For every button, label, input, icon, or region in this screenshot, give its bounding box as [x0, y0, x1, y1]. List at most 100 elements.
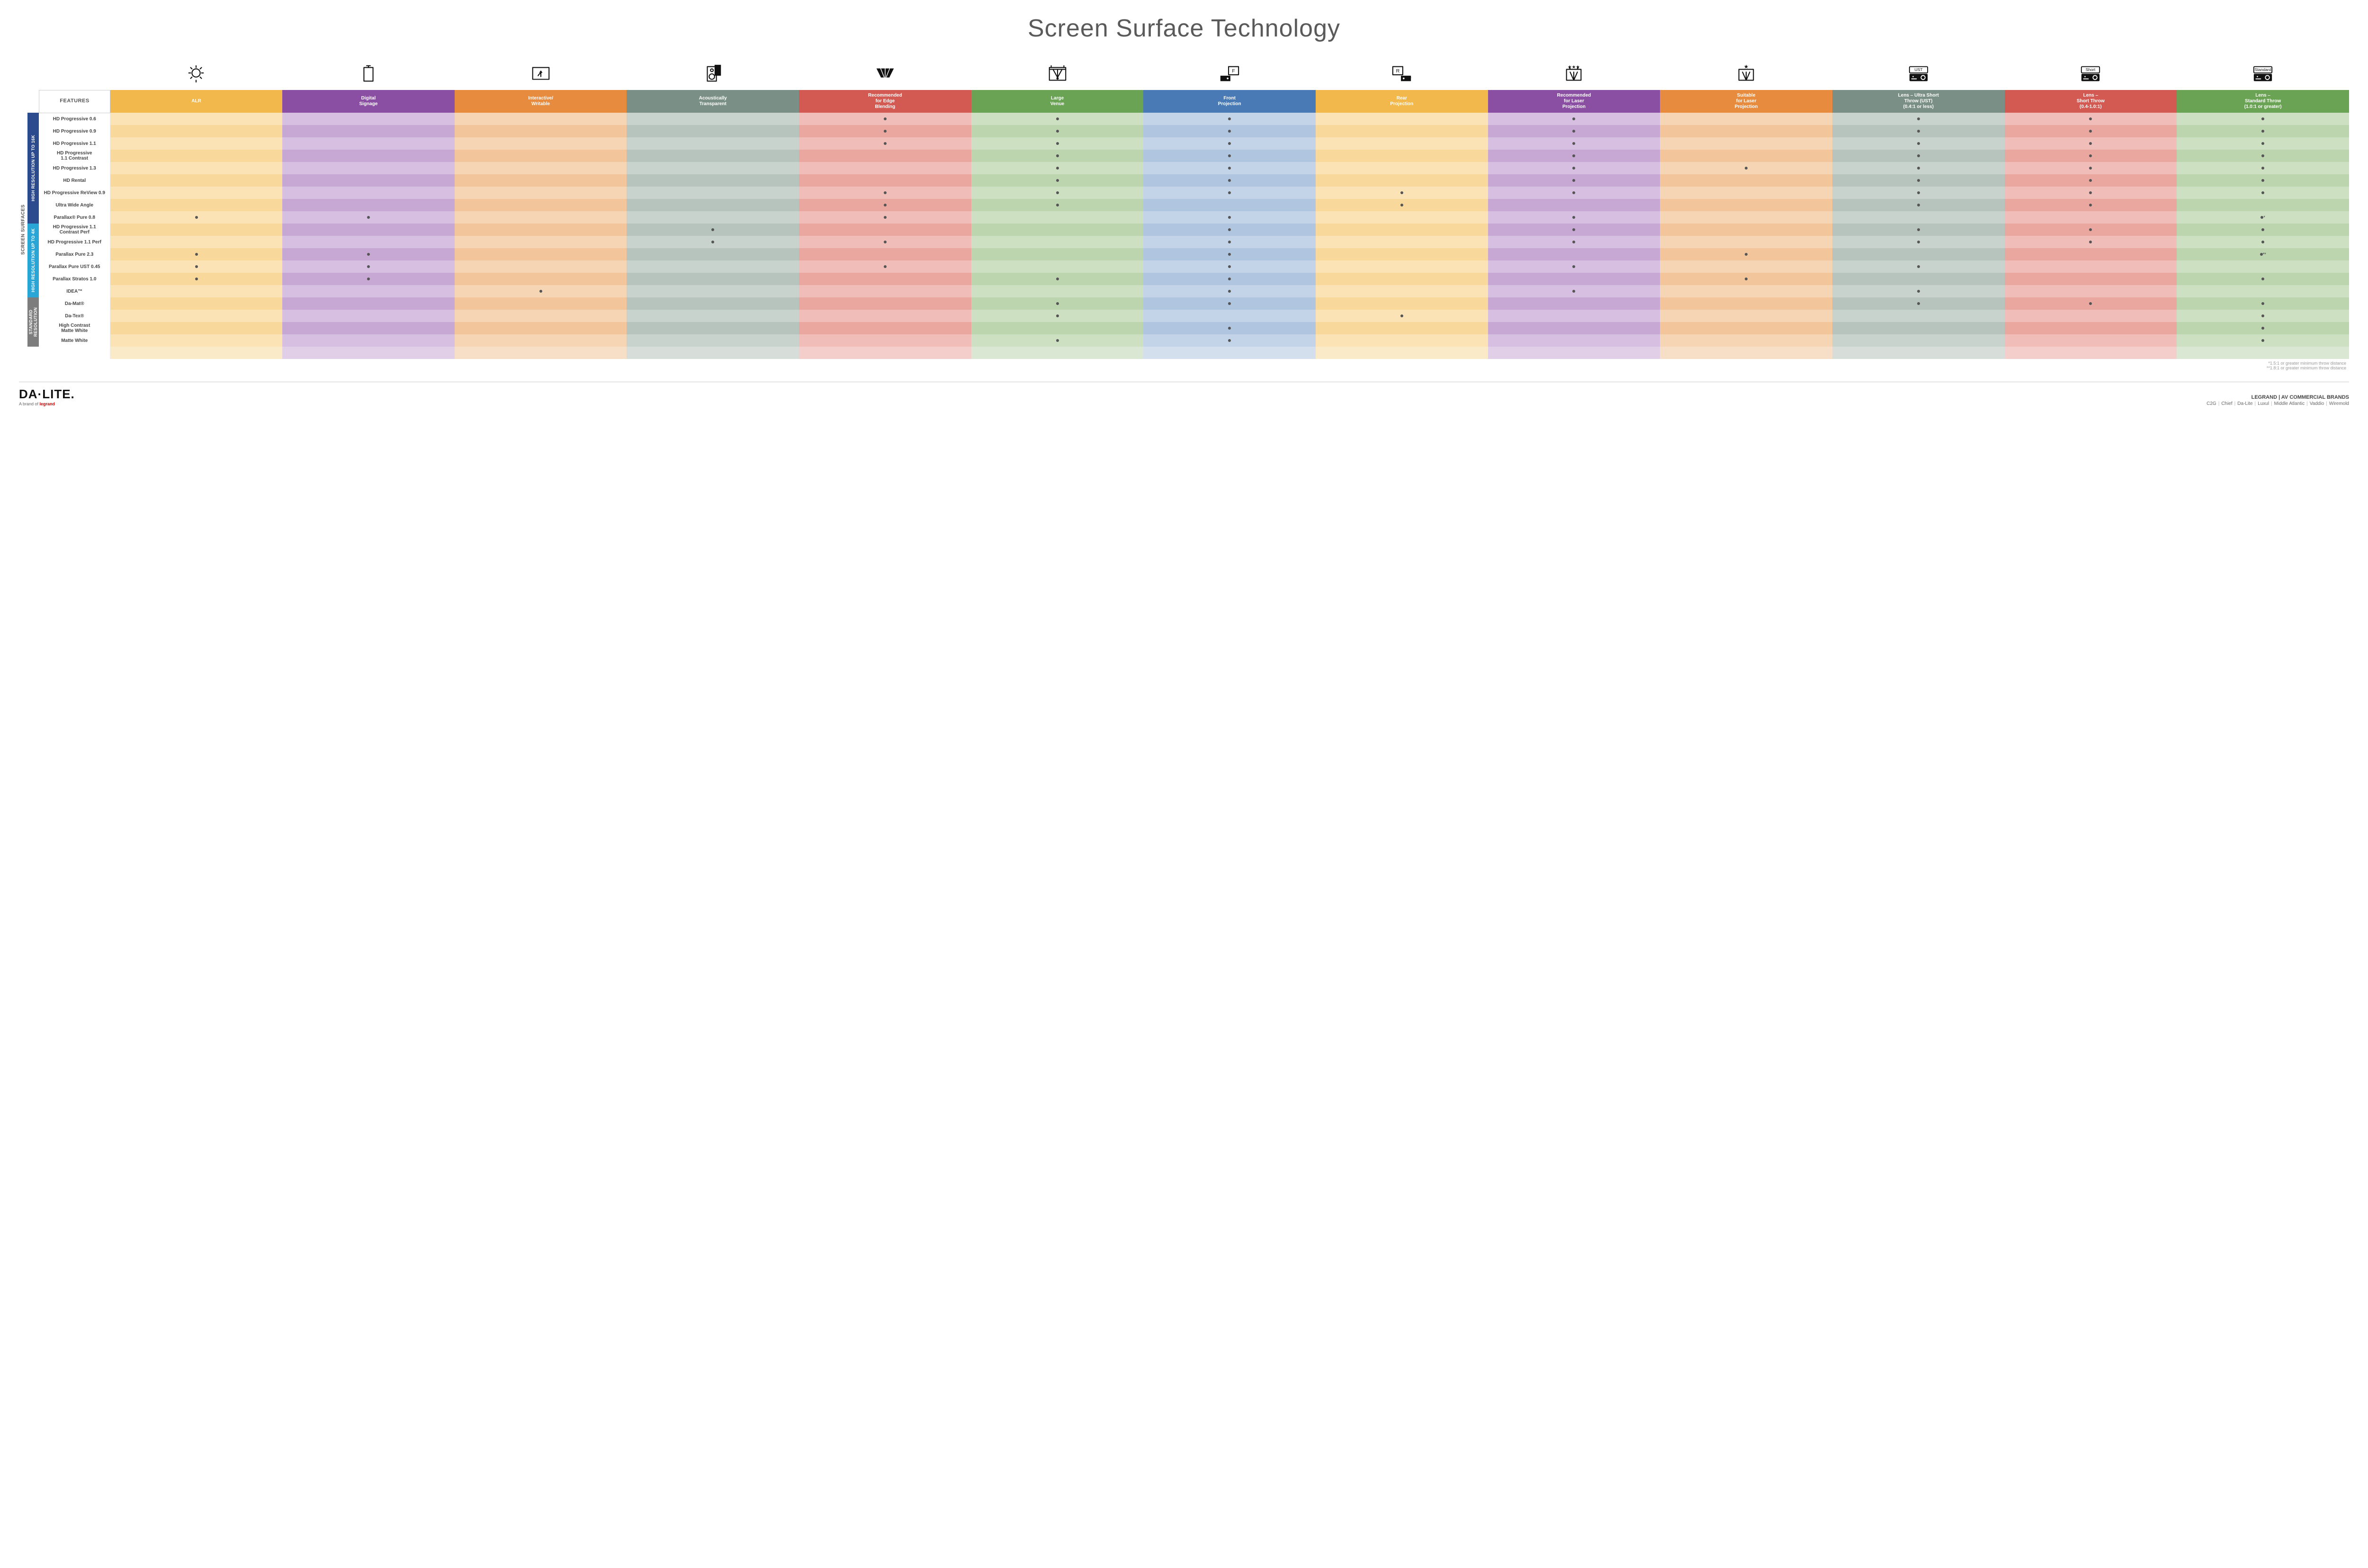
- col-icon-alr: [110, 57, 283, 90]
- cell-rear: [1316, 211, 1488, 224]
- cell-alr: [110, 137, 283, 150]
- col-icon-venue: [971, 57, 1144, 90]
- cell-signage: [282, 273, 455, 285]
- cell-suitlaser: [1660, 310, 1832, 322]
- cell-std: **: [2177, 248, 2349, 260]
- cell-std: [2177, 260, 2349, 273]
- row-label: HD Progressive1.1 Contrast: [39, 150, 110, 162]
- col-header-rear: RearProjection: [1316, 90, 1488, 113]
- svg-text:F: F: [1232, 68, 1236, 74]
- col-icon-front: F: [1143, 57, 1316, 90]
- cell-suitlaser: [1660, 285, 1832, 297]
- cell-short: [2005, 248, 2177, 260]
- cell-front: [1143, 285, 1316, 297]
- cell-signage: [282, 162, 455, 174]
- cell-short: [2005, 150, 2177, 162]
- cell-interactive: [455, 285, 627, 297]
- cell-ust: [1832, 310, 2005, 322]
- cell-rear: [1316, 322, 1488, 334]
- row-label: HD Progressive 1.3: [39, 162, 110, 174]
- row-group-labels: SCREEN SURFACESHIGH RESOLUTION UP TO 16K…: [19, 57, 39, 359]
- cell-suitlaser: [1660, 113, 1832, 125]
- cell-alr: [110, 334, 283, 347]
- cell-rear: [1316, 199, 1488, 211]
- cell-venue: [971, 310, 1144, 322]
- cell-edge: [799, 211, 971, 224]
- cell-signage: [282, 236, 455, 248]
- cell-alr: [110, 322, 283, 334]
- cell-interactive: [455, 273, 627, 285]
- svg-text:R: R: [1396, 68, 1399, 74]
- cell-ust: [1832, 248, 2005, 260]
- cell-acoustic: [627, 322, 799, 334]
- cell-edge: [799, 174, 971, 187]
- cell-rear: [1316, 297, 1488, 310]
- brand-name: DA·LITE.: [19, 387, 75, 402]
- cell-edge: [799, 137, 971, 150]
- brand-logo: DA·LITE. A brand of legrand: [19, 387, 75, 406]
- col-icon-rear: R: [1316, 57, 1488, 90]
- cell-alr: [110, 285, 283, 297]
- cell-acoustic: [627, 113, 799, 125]
- cell-std: [2177, 187, 2349, 199]
- cell-venue: [971, 187, 1144, 199]
- cell-edge: [799, 224, 971, 236]
- cell-reclaser: [1488, 322, 1660, 334]
- row-label: High ContrastMatte White: [39, 322, 110, 334]
- cell-acoustic: [627, 211, 799, 224]
- cell-edge: [799, 297, 971, 310]
- cell-acoustic: [627, 150, 799, 162]
- cell-reclaser: [1488, 174, 1660, 187]
- cell-venue: [971, 224, 1144, 236]
- col-header-edge: Recommendedfor EdgeBlending: [799, 90, 971, 113]
- cell-venue: [971, 113, 1144, 125]
- cell-reclaser: [1488, 297, 1660, 310]
- row-label: HD Progressive 1.1: [39, 137, 110, 150]
- cell-signage: [282, 310, 455, 322]
- group-label-g4k: HIGH RESOLUTION UP TO 4K: [27, 224, 39, 297]
- cell-interactive: [455, 248, 627, 260]
- cell-edge: [799, 285, 971, 297]
- cell-std: [2177, 273, 2349, 285]
- cell-ust: [1832, 162, 2005, 174]
- cell-alr: [110, 199, 283, 211]
- cell-suitlaser: [1660, 199, 1832, 211]
- cell-rear: [1316, 236, 1488, 248]
- cell-ust: [1832, 322, 2005, 334]
- cell-interactive: [455, 162, 627, 174]
- col-icon-ust: UST: [1832, 57, 2005, 90]
- table-row: Da-Tex®: [39, 310, 2350, 322]
- cell-signage: [282, 334, 455, 347]
- cell-reclaser: [1488, 248, 1660, 260]
- cell-ust: [1832, 174, 2005, 187]
- col-icon-signage: [282, 57, 455, 90]
- col-header-short: Lens –Short Throw(0.4-1.0:1): [2005, 90, 2177, 113]
- cell-acoustic: [627, 248, 799, 260]
- cell-front: [1143, 297, 1316, 310]
- col-icon-reclaser: ★★★: [1488, 57, 1660, 90]
- table-row: Ultra Wide Angle: [39, 199, 2350, 211]
- cell-rear: [1316, 125, 1488, 137]
- cell-front: [1143, 187, 1316, 199]
- cell-reclaser: [1488, 334, 1660, 347]
- row-label: Da-Tex®: [39, 310, 110, 322]
- table-row: Parallax® Pure 0.8*: [39, 211, 2350, 224]
- table-row: Matte White: [39, 334, 2350, 347]
- cell-venue: [971, 162, 1144, 174]
- cell-ust: [1832, 211, 2005, 224]
- cell-acoustic: [627, 334, 799, 347]
- cell-reclaser: [1488, 150, 1660, 162]
- cell-alr: [110, 125, 283, 137]
- cell-suitlaser: [1660, 248, 1832, 260]
- cell-interactive: [455, 260, 627, 273]
- cell-interactive: [455, 334, 627, 347]
- cell-alr: [110, 260, 283, 273]
- col-header-front: FrontProjection: [1143, 90, 1316, 113]
- cell-alr: [110, 162, 283, 174]
- cell-venue: [971, 334, 1144, 347]
- cell-ust: [1832, 334, 2005, 347]
- cell-acoustic: [627, 297, 799, 310]
- cell-suitlaser: [1660, 322, 1832, 334]
- cell-front: [1143, 137, 1316, 150]
- cell-interactive: [455, 125, 627, 137]
